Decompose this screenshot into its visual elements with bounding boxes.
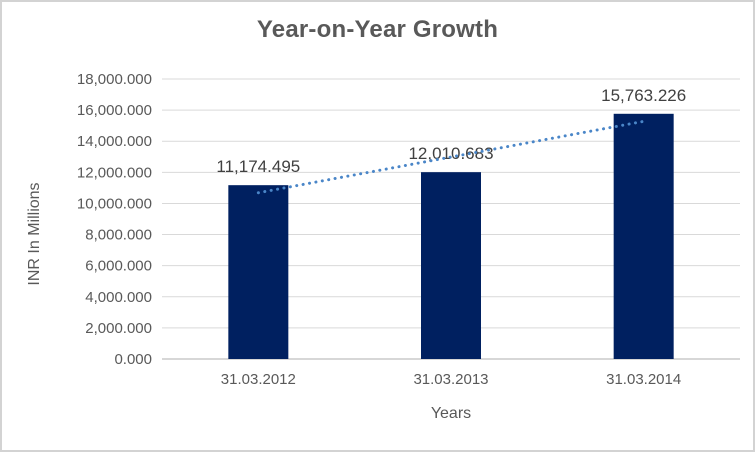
x-axis-title: Years — [430, 405, 472, 422]
bar-data-label: 12,010.683 — [408, 144, 493, 163]
y-tick-label: 0.000 — [114, 351, 152, 368]
bar — [421, 172, 481, 359]
bar-data-label: 11,174.495 — [216, 157, 300, 176]
y-tick-label: 2,000.000 — [85, 320, 152, 337]
bar — [613, 113, 674, 359]
bar — [228, 185, 289, 359]
y-tick-label: 18,000.000 — [77, 71, 152, 88]
y-tick-label: 16,000.000 — [77, 102, 152, 119]
y-tick-label: 12,000.000 — [77, 164, 152, 181]
y-tick-label: 8,000.000 — [85, 227, 152, 244]
y-tick-label: 14,000.000 — [77, 133, 152, 150]
y-tick-label: 4,000.000 — [85, 289, 152, 306]
chart-title: Year-on-Year Growth — [256, 16, 499, 43]
x-tick-label: 31.03.2013 — [413, 371, 488, 388]
x-tick-label: 31.03.2012 — [221, 371, 296, 388]
x-tick-label: 31.03.2014 — [606, 371, 681, 388]
trendline — [256, 119, 646, 195]
bar-data-label: 15,763.226 — [601, 86, 686, 105]
y-tick-label: 10,000.000 — [77, 195, 152, 212]
y-tick-label: 6,000.000 — [85, 258, 152, 275]
